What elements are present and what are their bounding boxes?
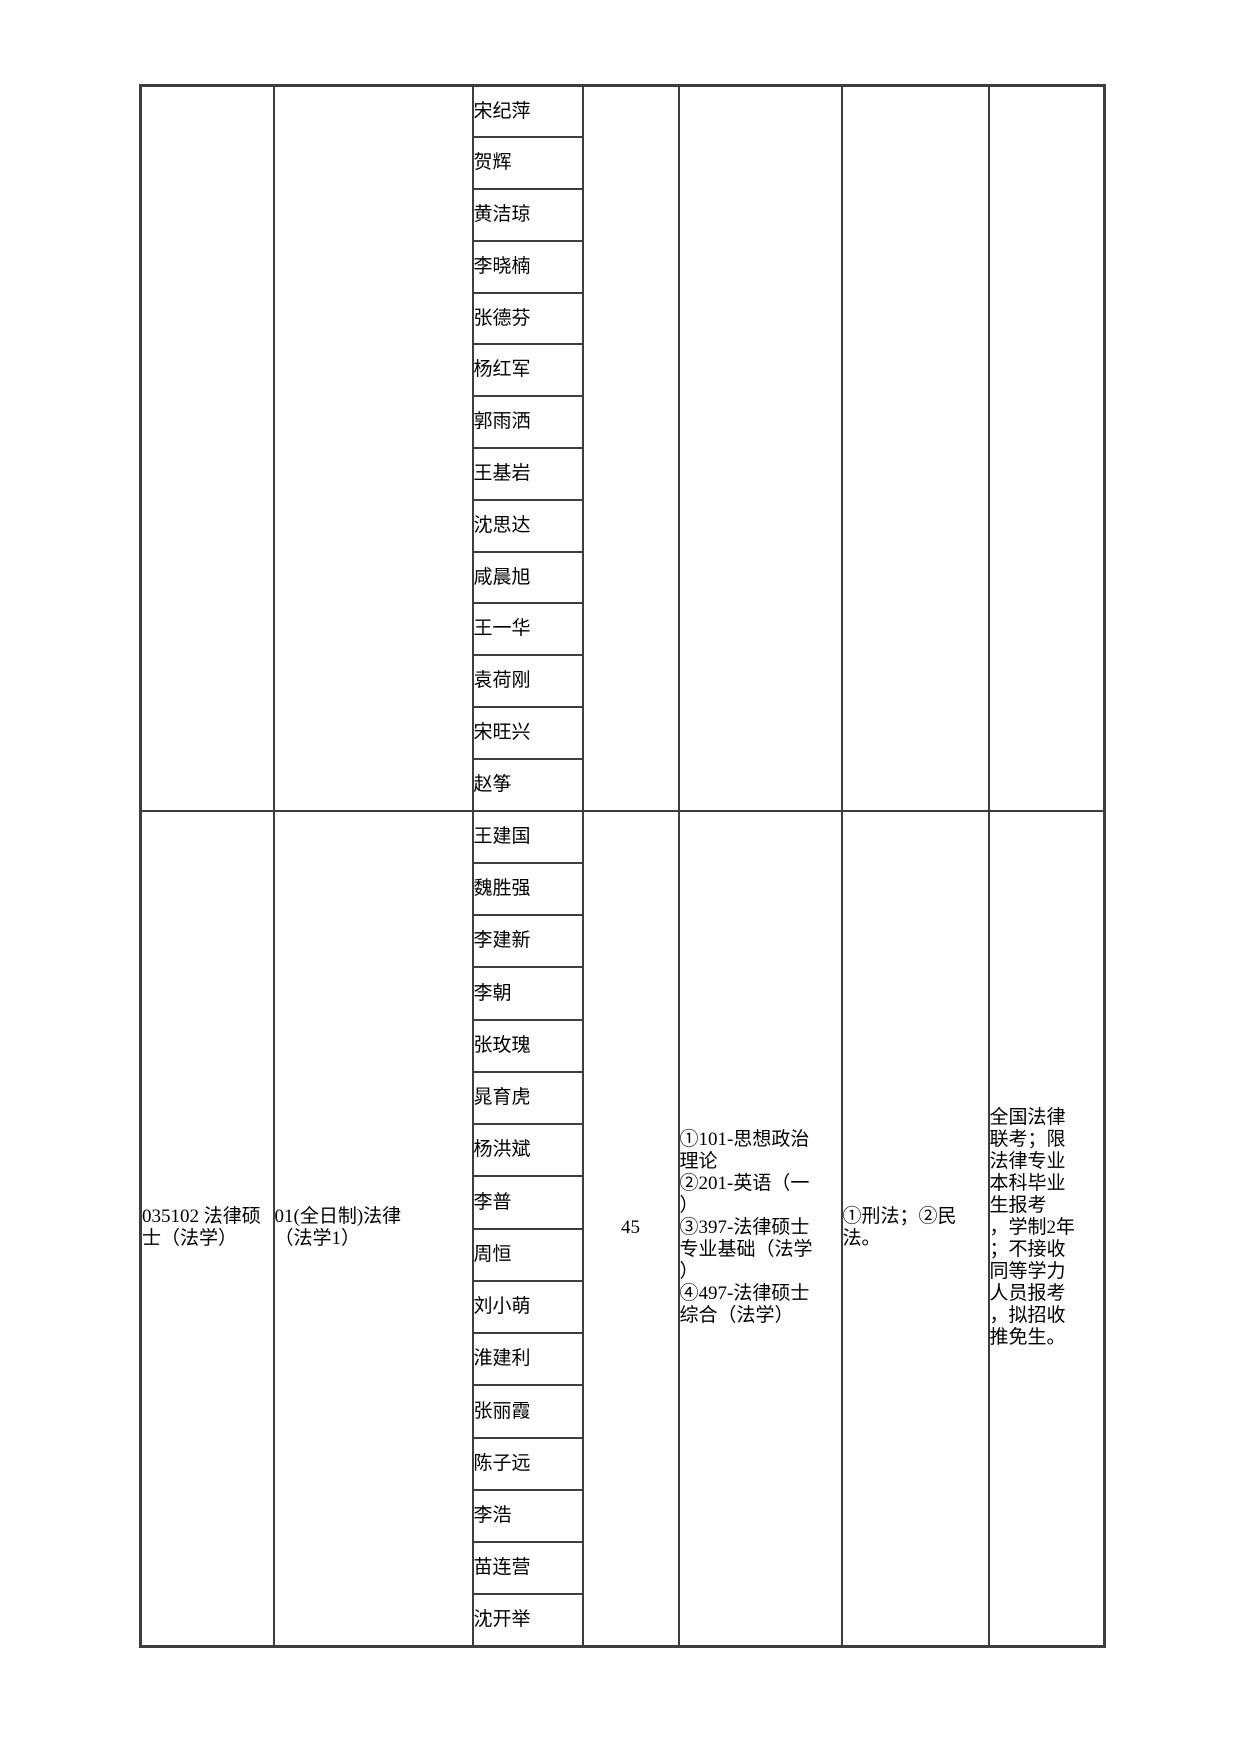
supervisor-cell: 李晓楠	[471, 239, 584, 294]
supervisor-cell: 贺辉	[471, 136, 584, 191]
table-row: 苗连营	[141, 1541, 1105, 1596]
supervisor-cell: 王基岩	[471, 447, 584, 501]
supervisor-cell: 晁育虎	[471, 1070, 584, 1126]
supervisor-cell: 张玫瑰	[471, 1018, 584, 1073]
table-row: 杨洪斌	[141, 1123, 1105, 1178]
supervisor-cell: 李浩	[471, 1488, 584, 1544]
table-row: 赵筝	[141, 757, 1105, 812]
supervisor-cell: 李朝	[471, 966, 584, 1021]
table-row: 宋纪萍	[139, 84, 1106, 812]
enrollment-quota-cell	[581, 84, 680, 812]
table-row: 刘小萌	[141, 1279, 1105, 1335]
table-row: 李朝	[141, 966, 1105, 1021]
table-row: 魏胜强	[141, 861, 1105, 917]
supervisor-cell: 赵筝	[471, 757, 584, 812]
supervisor-cell: 张德芬	[471, 291, 584, 346]
table-row: 晁育虎	[141, 1070, 1105, 1126]
supervisor-cell: 王一华	[471, 602, 584, 657]
supervisor-cell: 黄洁琼	[471, 188, 584, 242]
table-row: 宋旺兴	[141, 706, 1105, 760]
table-row: 贺辉	[141, 136, 1105, 191]
supervisor-cell: 淮建利	[471, 1332, 584, 1387]
supervisor-cell: 郭雨洒	[471, 395, 584, 450]
retest-subjects-cell: ①刑法；②民 法。	[840, 809, 990, 1648]
remarks-cell	[987, 84, 1106, 812]
table-row: 王基岩	[141, 447, 1105, 501]
supervisor-cell: 沈思达	[471, 498, 584, 553]
table-row: 035102 法律硕 士（法学） 01(全日制)法律 （法学1） 王建国 45 …	[139, 809, 1106, 1648]
table-row: 黄洁琼	[141, 188, 1105, 242]
admissions-table: 宋纪萍 贺辉 黄洁琼 李晓楠 张德芬 杨红军 郭雨洒 王基岩 沈思达 咸晨旭 王…	[139, 84, 1106, 1649]
table-row: 张丽霞	[141, 1384, 1105, 1439]
table-row: 杨红军	[141, 343, 1105, 398]
supervisor-cell: 苗连营	[471, 1541, 584, 1596]
supervisor-cell: 杨洪斌	[471, 1123, 584, 1178]
table-row: 张德芬	[141, 291, 1105, 346]
initial-exam-subjects-cell: ①101-思想政治 理论 ②201-英语（一 ） ③397-法律硕士 专业基础（…	[677, 809, 843, 1648]
table-row: 李建新	[141, 914, 1105, 969]
supervisor-cell: 张丽霞	[471, 1384, 584, 1439]
table-row: 李普	[141, 1175, 1105, 1230]
program-code-cell	[139, 84, 275, 812]
table-row: 沈思达	[141, 498, 1105, 553]
supervisor-cell: 沈开举	[471, 1593, 584, 1648]
table-row: 周恒	[141, 1227, 1105, 1282]
initial-exam-subjects-cell	[677, 84, 843, 812]
table-row: 李浩	[141, 1488, 1105, 1544]
table-row: 咸晨旭	[141, 550, 1105, 605]
supervisor-cell: 杨红军	[471, 343, 584, 398]
table-row: 王一华	[141, 602, 1105, 657]
supervisor-cell: 袁荷刚	[471, 654, 584, 709]
supervisor-cell: 李普	[471, 1175, 584, 1230]
supervisor-cell: 陈子远	[471, 1436, 584, 1491]
table-row: 张玫瑰	[141, 1018, 1105, 1073]
supervisor-cell: 宋纪萍	[471, 84, 584, 139]
supervisor-cell: 周恒	[471, 1227, 584, 1282]
supervisor-cell: 宋旺兴	[471, 706, 584, 760]
supervisor-cell: 咸晨旭	[471, 550, 584, 605]
table-row: 袁荷刚	[141, 654, 1105, 709]
retest-subjects-cell	[840, 84, 990, 812]
supervisor-cell: 魏胜强	[471, 861, 584, 917]
remarks-cell: 全国法律 联考；限 法律专业 本科毕业 生报考 ，学制2年 ；不接收 同等学力 …	[987, 809, 1106, 1648]
table-row: 淮建利	[141, 1332, 1105, 1387]
program-code-cell: 035102 法律硕 士（法学）	[139, 809, 275, 1648]
table-row: 李晓楠	[141, 239, 1105, 294]
research-direction-cell: 01(全日制)法律 （法学1）	[272, 809, 474, 1648]
supervisor-cell: 王建国	[471, 809, 584, 864]
table-row: 陈子远	[141, 1436, 1105, 1491]
supervisor-cell: 李建新	[471, 914, 584, 969]
enrollment-quota-cell: 45	[581, 809, 680, 1648]
supervisor-cell: 刘小萌	[471, 1279, 584, 1335]
research-direction-cell	[272, 84, 474, 812]
table-row: 郭雨洒	[141, 395, 1105, 450]
table-row: 沈开举	[141, 1593, 1105, 1648]
